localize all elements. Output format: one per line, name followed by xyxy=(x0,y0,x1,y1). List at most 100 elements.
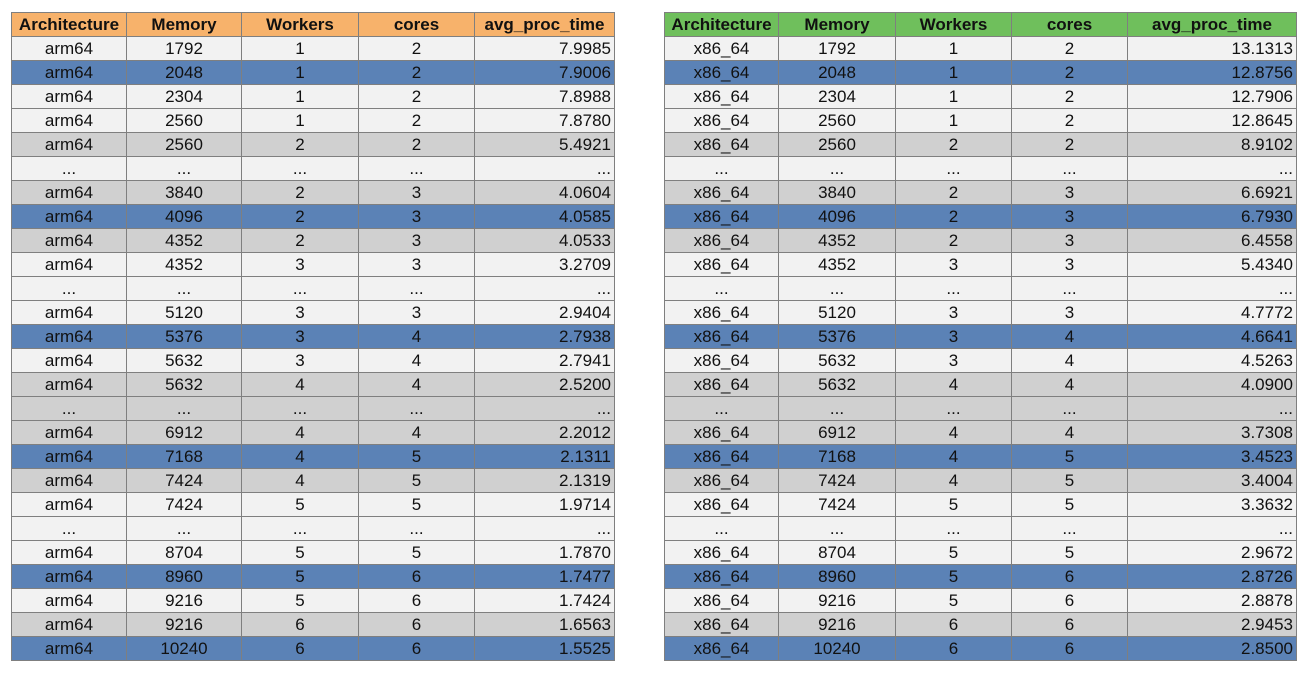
cell-cores: 6 xyxy=(1011,564,1128,589)
cell-cores: 3 xyxy=(358,252,475,277)
cell-workers: 2 xyxy=(241,132,359,157)
cell-workers: 5 xyxy=(895,564,1012,589)
cell-architecture: arm64 xyxy=(11,588,127,613)
cell-workers: 5 xyxy=(895,540,1012,565)
cell-memory: 1792 xyxy=(126,36,242,61)
cell-workers: 5 xyxy=(241,540,359,565)
header-workers: Workers xyxy=(241,12,359,37)
cell-memory: 2304 xyxy=(778,84,896,109)
table-row: x86_64 1792 1 2 13.1313 xyxy=(664,36,1297,61)
table-row: arm64 6912 4 4 2.2012 xyxy=(11,420,615,445)
cell-workers: 4 xyxy=(895,372,1012,397)
cell-avg-proc-time: 2.8878 xyxy=(1127,588,1297,613)
table-row: x86_64 2048 1 2 12.8756 xyxy=(664,60,1297,85)
cell-cores: 4 xyxy=(1011,372,1128,397)
cell-memory: 7168 xyxy=(126,444,242,469)
table-row: arm64 8704 5 5 1.7870 xyxy=(11,540,615,565)
table-row: ............... xyxy=(664,396,1297,421)
cell-architecture: x86_64 xyxy=(664,612,779,637)
cell-cores: 4 xyxy=(358,348,475,373)
cell-architecture: arm64 xyxy=(11,492,127,517)
cell-memory: 5376 xyxy=(126,324,242,349)
cell-cores: 4 xyxy=(358,420,475,445)
cell-cores: 3 xyxy=(1011,228,1128,253)
cell-memory: 2048 xyxy=(778,60,896,85)
cell-cores: 3 xyxy=(1011,204,1128,229)
cell-workers: 3 xyxy=(241,348,359,373)
cell-cores: 2 xyxy=(1011,60,1128,85)
cell-architecture: arm64 xyxy=(11,324,127,349)
table-row: arm64 5376 3 4 2.7938 xyxy=(11,324,615,349)
cell-avg-proc-time: 1.9714 xyxy=(474,492,615,517)
cell-avg-proc-time: ... xyxy=(1127,396,1297,421)
cell-avg-proc-time: 2.1319 xyxy=(474,468,615,493)
cell-workers: 4 xyxy=(241,372,359,397)
cell-cores: ... xyxy=(1011,156,1128,181)
cell-cores: 2 xyxy=(1011,84,1128,109)
cell-cores: 5 xyxy=(358,540,475,565)
cell-workers: 6 xyxy=(241,612,359,637)
table-row: x86_64 5376 3 4 4.6641 xyxy=(664,324,1297,349)
cell-avg-proc-time: 5.4921 xyxy=(474,132,615,157)
cell-memory: 5632 xyxy=(126,372,242,397)
cell-architecture: arm64 xyxy=(11,612,127,637)
table-row: arm64 5632 4 4 2.5200 xyxy=(11,372,615,397)
cell-workers: ... xyxy=(241,156,359,181)
table-row: x86_64 9216 6 6 2.9453 xyxy=(664,612,1297,637)
table-row: arm64 7168 4 5 2.1311 xyxy=(11,444,615,469)
cell-avg-proc-time: 2.9453 xyxy=(1127,612,1297,637)
table-row: arm64 2048 1 2 7.9006 xyxy=(11,60,615,85)
cell-memory: 5120 xyxy=(126,300,242,325)
cell-workers: 3 xyxy=(241,252,359,277)
cell-avg-proc-time: 3.7308 xyxy=(1127,420,1297,445)
cell-architecture: arm64 xyxy=(11,36,127,61)
cell-memory: ... xyxy=(778,276,896,301)
table-row: x86_64 5632 3 4 4.5263 xyxy=(664,348,1297,373)
cell-workers: 3 xyxy=(241,324,359,349)
cell-cores: ... xyxy=(1011,276,1128,301)
cell-cores: 6 xyxy=(1011,612,1128,637)
header-avg-proc-time: avg_proc_time xyxy=(474,12,615,37)
cell-cores: 3 xyxy=(1011,180,1128,205)
table-row: x86_64 3840 2 3 6.6921 xyxy=(664,180,1297,205)
table-row: x86_64 6912 4 4 3.7308 xyxy=(664,420,1297,445)
cell-avg-proc-time: ... xyxy=(1127,276,1297,301)
table-row: x86_64 4096 2 3 6.7930 xyxy=(664,204,1297,229)
cell-workers: 4 xyxy=(241,468,359,493)
cell-memory: 2560 xyxy=(126,108,242,133)
cell-architecture: x86_64 xyxy=(664,180,779,205)
cell-workers: 4 xyxy=(895,420,1012,445)
cell-avg-proc-time: ... xyxy=(1127,156,1297,181)
cell-avg-proc-time: 2.7941 xyxy=(474,348,615,373)
cell-cores: 2 xyxy=(1011,36,1128,61)
cell-workers: 2 xyxy=(895,180,1012,205)
cell-memory: ... xyxy=(778,156,896,181)
cell-workers: ... xyxy=(895,156,1012,181)
table-row: arm64 9216 5 6 1.7424 xyxy=(11,588,615,613)
cell-architecture: arm64 xyxy=(11,372,127,397)
cell-workers: 3 xyxy=(895,252,1012,277)
cell-architecture: arm64 xyxy=(11,228,127,253)
cell-architecture: arm64 xyxy=(11,348,127,373)
cell-architecture: ... xyxy=(664,276,779,301)
cell-memory: 6912 xyxy=(778,420,896,445)
cell-avg-proc-time: 6.4558 xyxy=(1127,228,1297,253)
cell-workers: ... xyxy=(241,396,359,421)
cell-architecture: x86_64 xyxy=(664,420,779,445)
table-row: x86_64 5120 3 3 4.7772 xyxy=(664,300,1297,325)
cell-memory: 9216 xyxy=(126,588,242,613)
cell-cores: ... xyxy=(1011,396,1128,421)
header-avg-proc-time: avg_proc_time xyxy=(1127,12,1297,37)
table-row: arm64 10240 6 6 1.5525 xyxy=(11,636,615,661)
table-row: ............... xyxy=(664,156,1297,181)
cell-workers: 2 xyxy=(895,204,1012,229)
header-memory: Memory xyxy=(778,12,896,37)
cell-avg-proc-time: 12.8645 xyxy=(1127,108,1297,133)
cell-workers: 1 xyxy=(241,36,359,61)
cell-memory: 4352 xyxy=(778,228,896,253)
cell-workers: 2 xyxy=(241,180,359,205)
table-row: arm64 2560 2 2 5.4921 xyxy=(11,132,615,157)
cell-memory: ... xyxy=(126,396,242,421)
cell-cores: 6 xyxy=(358,612,475,637)
cell-avg-proc-time: 12.8756 xyxy=(1127,60,1297,85)
